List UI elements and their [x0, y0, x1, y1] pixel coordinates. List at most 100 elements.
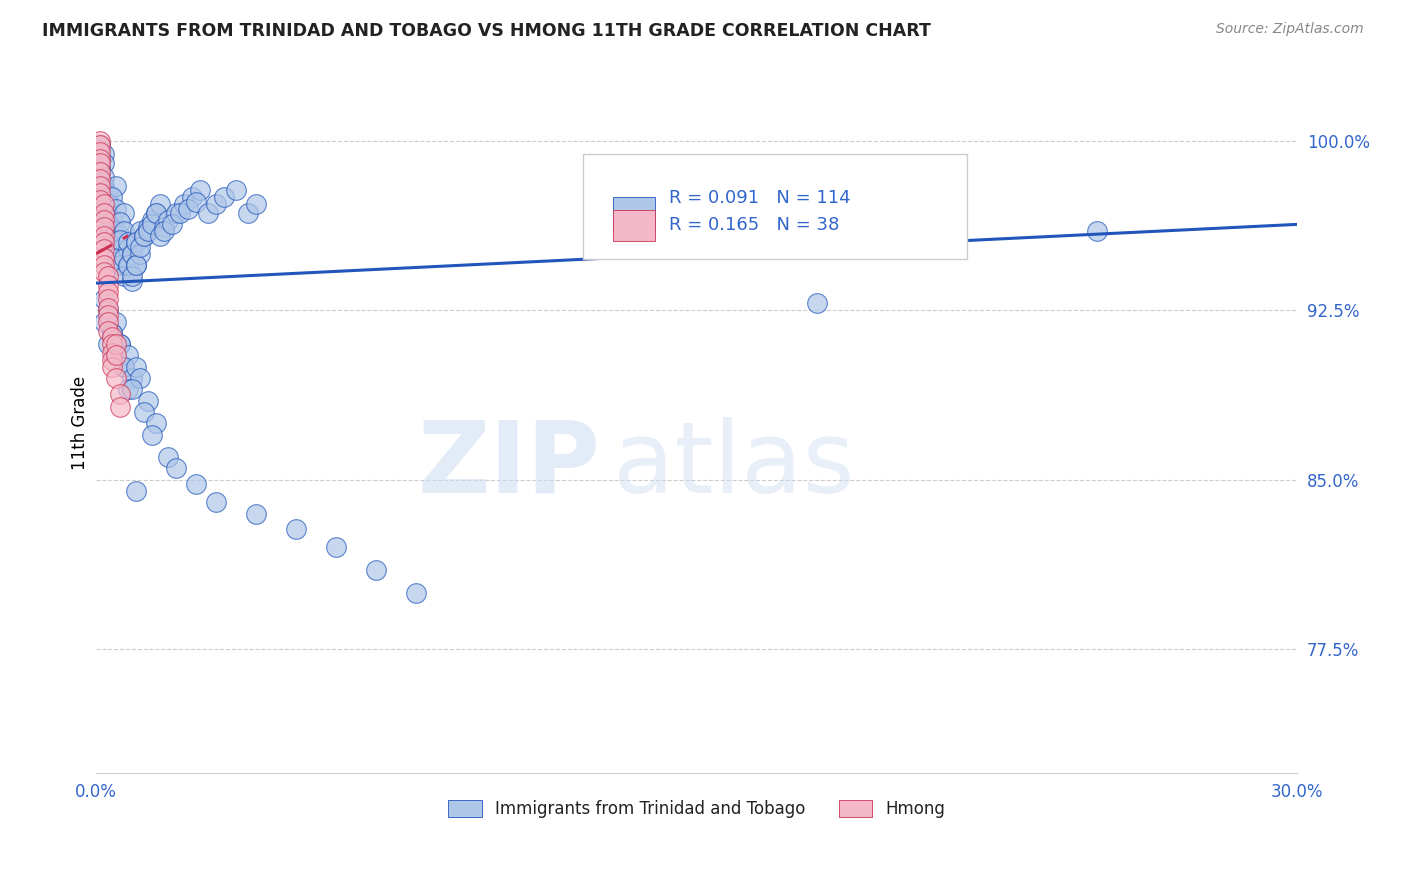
Point	[93, 219, 115, 234]
Point	[117, 348, 139, 362]
Point	[205, 197, 228, 211]
Point	[129, 371, 152, 385]
Point	[89, 165, 111, 179]
Point	[238, 206, 260, 220]
Point	[157, 212, 180, 227]
Text: atlas: atlas	[613, 417, 855, 514]
Point	[181, 190, 204, 204]
Point	[108, 233, 131, 247]
Point	[101, 215, 124, 229]
Point	[125, 483, 148, 498]
Point	[89, 138, 111, 153]
Point	[89, 145, 111, 159]
Text: R = 0.165   N = 38: R = 0.165 N = 38	[669, 217, 839, 235]
Point	[134, 405, 156, 419]
Point	[149, 228, 172, 243]
Point	[108, 215, 131, 229]
Point	[93, 197, 115, 211]
Point	[245, 197, 267, 211]
FancyBboxPatch shape	[582, 153, 967, 259]
Point	[93, 178, 115, 193]
Point	[105, 337, 128, 351]
Point	[101, 353, 124, 368]
Point	[105, 371, 128, 385]
Point	[93, 206, 115, 220]
Point	[117, 258, 139, 272]
Point	[89, 152, 111, 166]
Point	[165, 206, 187, 220]
Point	[97, 219, 120, 234]
Point	[97, 269, 120, 284]
Point	[97, 303, 120, 318]
Point	[186, 194, 208, 209]
Point	[1085, 224, 1108, 238]
Point	[105, 178, 128, 193]
Point	[129, 246, 152, 260]
Point	[93, 212, 115, 227]
Point	[149, 197, 172, 211]
Point	[89, 172, 111, 186]
Point	[89, 161, 111, 175]
Point	[97, 301, 120, 315]
Point	[93, 156, 115, 170]
Point	[101, 233, 124, 247]
Text: Source: ZipAtlas.com: Source: ZipAtlas.com	[1216, 22, 1364, 37]
Point	[186, 477, 208, 491]
Point	[129, 240, 152, 254]
Point	[153, 224, 176, 238]
Bar	[613, 197, 655, 229]
Point	[112, 359, 135, 374]
Point	[117, 235, 139, 250]
Point	[225, 184, 247, 198]
Point	[93, 252, 115, 266]
Point	[89, 156, 111, 170]
Point	[285, 523, 308, 537]
Point	[136, 393, 159, 408]
Point	[197, 206, 219, 220]
Point	[97, 314, 120, 328]
Point	[112, 224, 135, 238]
Point	[177, 202, 200, 216]
Point	[93, 292, 115, 306]
Point	[108, 401, 131, 415]
Point	[97, 197, 120, 211]
Point	[141, 212, 163, 227]
Point	[112, 359, 135, 374]
Point	[141, 218, 163, 232]
Point	[325, 541, 347, 555]
Point	[245, 507, 267, 521]
Point	[214, 190, 236, 204]
Point	[125, 235, 148, 250]
Point	[105, 224, 128, 238]
Point	[405, 585, 427, 599]
Point	[108, 337, 131, 351]
Y-axis label: 11th Grade: 11th Grade	[72, 376, 89, 470]
Point	[89, 174, 111, 188]
Point	[117, 382, 139, 396]
Point	[93, 169, 115, 184]
Point	[97, 211, 120, 225]
Point	[89, 143, 111, 157]
Point	[129, 224, 152, 238]
Point	[141, 427, 163, 442]
Point	[93, 265, 115, 279]
Point	[108, 258, 131, 272]
Point	[108, 242, 131, 256]
Point	[101, 337, 124, 351]
Point	[101, 224, 124, 238]
Point	[134, 228, 156, 243]
Point	[125, 258, 148, 272]
Point	[89, 165, 111, 179]
Point	[366, 563, 388, 577]
Point	[93, 193, 115, 207]
Point	[105, 348, 128, 362]
Point	[93, 202, 115, 216]
Point	[105, 252, 128, 266]
Point	[101, 359, 124, 374]
Point	[93, 314, 115, 328]
Text: ZIP: ZIP	[418, 417, 600, 514]
Point	[89, 193, 111, 207]
Point	[97, 278, 120, 293]
Point	[134, 228, 156, 243]
Point	[97, 188, 120, 202]
